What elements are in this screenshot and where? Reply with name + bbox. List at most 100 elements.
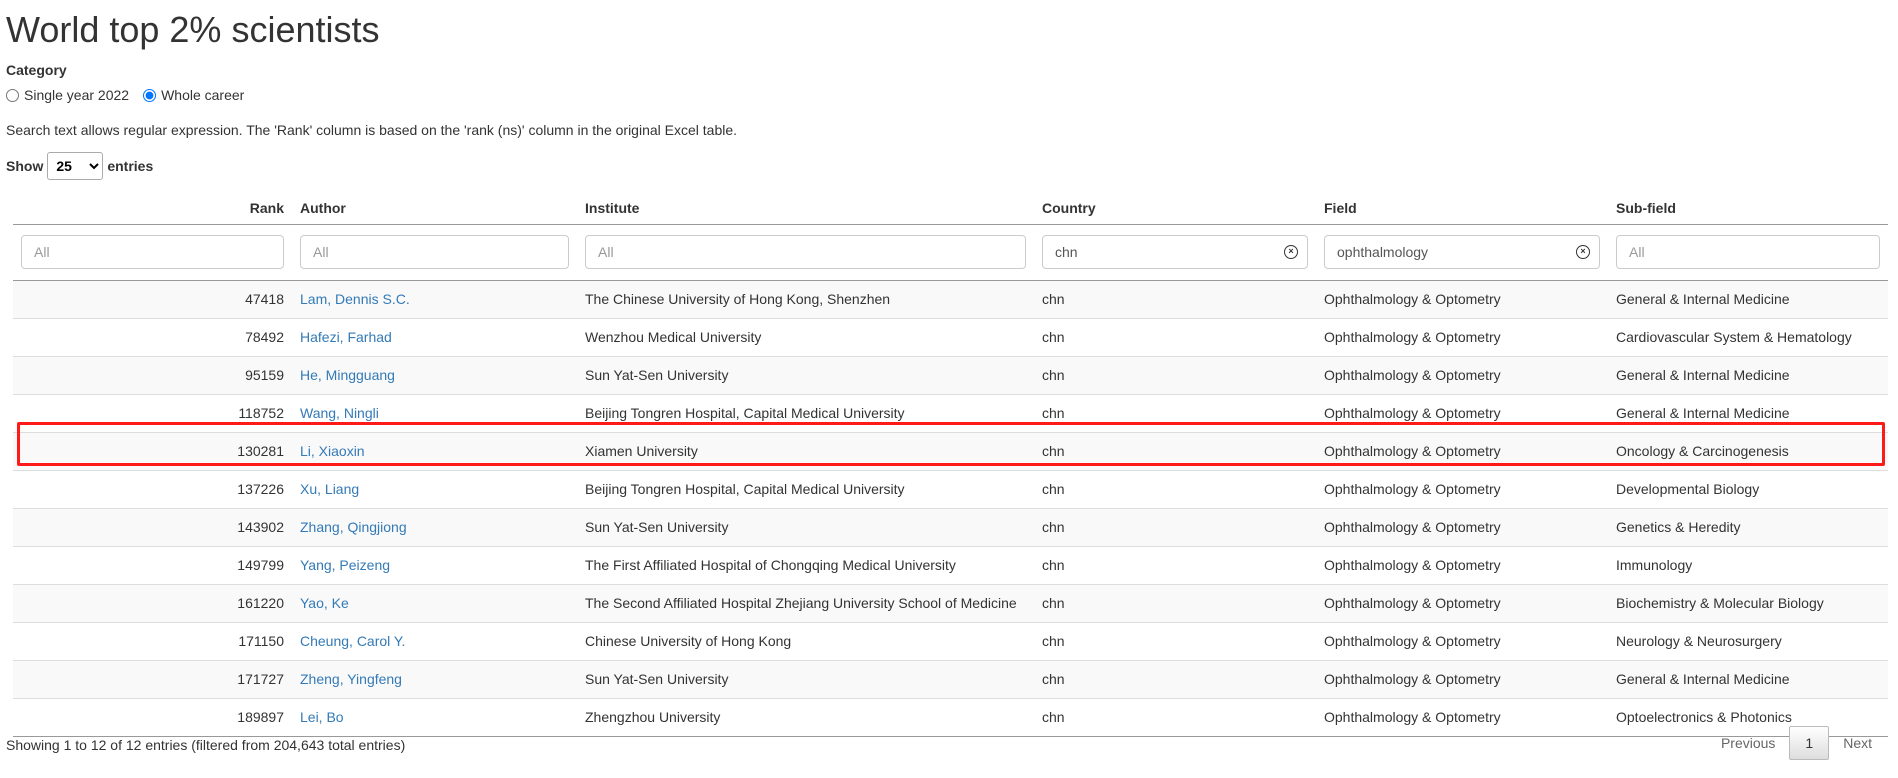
- table-row: 47418 Lam, Dennis S.C. The Chinese Univers…: [13, 279, 1888, 318]
- filter-cell-institute: [577, 224, 1034, 281]
- table-row: 171150 Cheung, Carol Y. Chinese University…: [13, 621, 1888, 660]
- radio-single-year[interactable]: Single year 2022: [6, 87, 129, 103]
- radio-single-year-input[interactable]: [6, 88, 19, 102]
- author-link[interactable]: Cheung, Carol Y.: [300, 633, 406, 649]
- radio-whole-career-input[interactable]: [143, 88, 157, 102]
- filter-cell-country: ×: [1034, 224, 1316, 281]
- cell-country: chn: [1034, 431, 1316, 470]
- author-link[interactable]: Lei, Bo: [300, 709, 344, 725]
- filter-cell-field: ×: [1316, 224, 1608, 281]
- radio-whole-career[interactable]: Whole career: [143, 87, 244, 103]
- column-header-field[interactable]: Field: [1316, 184, 1608, 225]
- search-note: Search text allows regular expression. T…: [6, 122, 738, 138]
- author-link[interactable]: Zhang, Qingjiong: [300, 519, 407, 535]
- next-button[interactable]: Next: [1843, 735, 1872, 751]
- radio-whole-career-label: Whole career: [161, 87, 245, 103]
- author-link[interactable]: Xu, Liang: [300, 481, 360, 497]
- author-link[interactable]: Li, Xiaoxin: [300, 443, 365, 459]
- cell-author: Xu, Liang: [292, 469, 577, 508]
- column-header-institute[interactable]: Institute: [577, 184, 1034, 225]
- author-link[interactable]: Zheng, Yingfeng: [300, 671, 402, 687]
- table-row-highlighted: 130281 Li, Xiaoxin Xiamen University chn Oph…: [13, 431, 1888, 470]
- cell-author: Wang, Ningli: [292, 393, 577, 432]
- cell-rank: 171150: [13, 621, 292, 660]
- filter-cell-author: [292, 224, 577, 281]
- cell-institute: The Chinese University of Hong Kong, She…: [577, 279, 1034, 318]
- cell-author: He, Mingguang: [292, 355, 577, 394]
- cell-field: Ophthalmology & Optometry: [1316, 507, 1608, 546]
- category-label: Category: [6, 62, 67, 78]
- cell-field: Ophthalmology & Optometry: [1316, 317, 1608, 356]
- cell-institute: Zhengzhou University: [577, 697, 1034, 737]
- cell-rank: 118752: [13, 393, 292, 432]
- cell-subfield: Cardiovascular System & Hematology: [1608, 317, 1888, 356]
- cell-field: Ophthalmology & Optometry: [1316, 621, 1608, 660]
- cell-author: Yao, Ke: [292, 583, 577, 622]
- cell-rank: 161220: [13, 583, 292, 622]
- column-header-subfield[interactable]: Sub-field: [1608, 184, 1888, 225]
- cell-institute: Beijing Tongren Hospital, Capital Medica…: [577, 393, 1034, 432]
- previous-button[interactable]: Previous: [1720, 735, 1776, 751]
- cell-institute: Sun Yat-Sen University: [577, 659, 1034, 698]
- cell-author: Li, Xiaoxin: [292, 431, 577, 470]
- cell-country: chn: [1034, 659, 1316, 698]
- cell-author: Lam, Dennis S.C.: [292, 279, 577, 318]
- author-link[interactable]: Yang, Peizeng: [300, 557, 391, 573]
- cell-field: Ophthalmology & Optometry: [1316, 393, 1608, 432]
- table-row: 137226 Xu, Liang Beijing Tongren Hospital,…: [13, 469, 1888, 508]
- filter-rank: [21, 235, 284, 269]
- cell-institute: Xiamen University: [577, 431, 1034, 470]
- cell-author: Cheung, Carol Y.: [292, 621, 577, 660]
- entries-per-page-select[interactable]: 25: [47, 152, 104, 180]
- cell-subfield: Immunology: [1608, 545, 1888, 584]
- cell-author: Hafezi, Farhad: [292, 317, 577, 356]
- length-control: Show 25 entries: [6, 152, 153, 180]
- cell-country: chn: [1034, 507, 1316, 546]
- column-header-rank[interactable]: Rank: [13, 184, 292, 225]
- cell-author: Zhang, Qingjiong: [292, 507, 577, 546]
- cell-subfield: Genetics & Heredity: [1608, 507, 1888, 546]
- filter-subfield-input[interactable]: [1616, 235, 1880, 269]
- table-row: 149799 Yang, Peizeng The First Affiliated …: [13, 545, 1888, 584]
- column-header-country[interactable]: Country: [1034, 184, 1316, 225]
- filter-institute-input[interactable]: [585, 235, 1026, 269]
- clear-filter-icon[interactable]: ×: [1576, 245, 1590, 259]
- cell-rank: 95159: [13, 355, 292, 394]
- pagination: Previous 1 Next: [1707, 726, 1886, 760]
- cell-rank: 171727: [13, 659, 292, 698]
- header-row: Rank Author Institute Country Field Sub-field: [13, 184, 1888, 225]
- cell-country: chn: [1034, 621, 1316, 660]
- clear-filter-icon[interactable]: ×: [1284, 245, 1298, 259]
- filter-rank-input[interactable]: [21, 235, 284, 269]
- cell-subfield: Oncology & Carcinogenesis: [1608, 431, 1888, 470]
- page-1-button[interactable]: 1: [1789, 726, 1830, 760]
- filter-country-input[interactable]: [1042, 235, 1308, 269]
- author-link[interactable]: Wang, Ningli: [300, 405, 379, 421]
- cell-institute: The First Affiliated Hospital of Chongqi…: [577, 545, 1034, 584]
- author-link[interactable]: Hafezi, Farhad: [300, 329, 392, 345]
- cell-field: Ophthalmology & Optometry: [1316, 431, 1608, 470]
- filter-author-input[interactable]: [300, 235, 569, 269]
- cell-country: chn: [1034, 279, 1316, 318]
- filter-author: [300, 235, 569, 269]
- author-link[interactable]: Yao, Ke: [300, 595, 349, 611]
- filter-field-input[interactable]: [1324, 235, 1600, 269]
- cell-country: chn: [1034, 393, 1316, 432]
- cell-rank: 137226: [13, 469, 292, 508]
- show-label: Show: [6, 158, 44, 174]
- cell-subfield: Neurology & Neurosurgery: [1608, 621, 1888, 660]
- cell-field: Ophthalmology & Optometry: [1316, 545, 1608, 584]
- column-header-author[interactable]: Author: [292, 184, 577, 225]
- cell-institute: The Second Affiliated Hospital Zhejiang …: [577, 583, 1034, 622]
- author-link[interactable]: Lam, Dennis S.C.: [300, 291, 410, 307]
- author-link[interactable]: He, Mingguang: [300, 367, 395, 383]
- table-row: 171727 Zheng, Yingfeng Sun Yat-Sen Univers…: [13, 659, 1888, 698]
- cell-subfield: General & Internal Medicine: [1608, 659, 1888, 698]
- cell-country: chn: [1034, 583, 1316, 622]
- cell-subfield: General & Internal Medicine: [1608, 279, 1888, 318]
- category-radio-group: Single year 2022 Whole career: [6, 87, 252, 103]
- cell-field: Ophthalmology & Optometry: [1316, 469, 1608, 508]
- table-info: Showing 1 to 12 of 12 entries (filtered …: [6, 737, 406, 753]
- cell-subfield: General & Internal Medicine: [1608, 393, 1888, 432]
- cell-subfield: General & Internal Medicine: [1608, 355, 1888, 394]
